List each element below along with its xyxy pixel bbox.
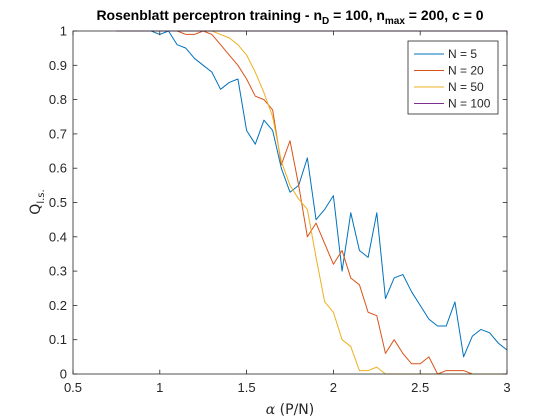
legend-label-2: N = 20 bbox=[448, 64, 484, 78]
y-tick-label: 1 bbox=[60, 24, 67, 39]
legend-box bbox=[407, 40, 499, 115]
series-line-2 bbox=[116, 30, 507, 375]
ticks-layer: 0.5 1 1.5 2 2.5 3 0 0.1 0.2 0.3 0.4 0.5 0.6 0.7 0.8 0.9… bbox=[49, 24, 511, 396]
y-tick-label: 0.2 bbox=[49, 298, 67, 313]
x-tick-label: 2 bbox=[330, 380, 337, 395]
legend: N = 5 N = 20 N = 50 N = 100 bbox=[407, 40, 499, 115]
y-tick-label: 0.6 bbox=[49, 161, 67, 176]
x-tick-label: 1.5 bbox=[238, 380, 256, 395]
y-tick-label: 0.3 bbox=[49, 264, 67, 279]
y-tick-label: 0 bbox=[60, 367, 67, 382]
y-axis-label: Ql.s. bbox=[28, 189, 47, 214]
x-tick-label: 3 bbox=[503, 380, 510, 395]
y-tick-label: 0.5 bbox=[49, 195, 67, 210]
legend-label-1: N = 5 bbox=[448, 47, 477, 61]
chart-title: Rosenblatt perceptron training - nD = 10… bbox=[96, 7, 483, 27]
x-tick-label: 0.5 bbox=[64, 380, 82, 395]
y-tick-label: 0.9 bbox=[49, 58, 67, 73]
legend-label-3: N = 50 bbox=[448, 80, 484, 94]
legend-label-4: N = 100 bbox=[448, 97, 491, 111]
x-axis-label: α (P/N) bbox=[266, 402, 314, 418]
y-tick-label: 0.4 bbox=[49, 229, 67, 244]
y-tick-label: 0.8 bbox=[49, 92, 67, 107]
series-line-1 bbox=[116, 30, 508, 358]
y-tick-label: 0.1 bbox=[49, 332, 67, 347]
x-tick-label: 2.5 bbox=[411, 380, 429, 395]
y-tick-label: 0.7 bbox=[49, 126, 67, 141]
x-tick-label: 1 bbox=[156, 380, 163, 395]
